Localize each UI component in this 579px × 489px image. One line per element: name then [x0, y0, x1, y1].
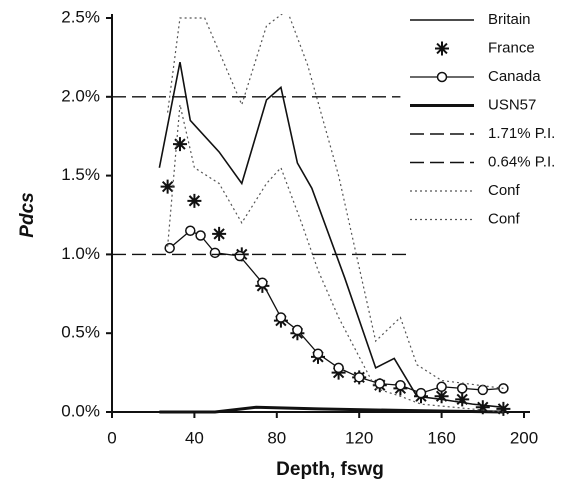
point	[172, 137, 187, 152]
x-tick-label: 0	[107, 428, 116, 447]
point	[496, 401, 511, 416]
x-tick-label: 160	[427, 428, 455, 447]
point	[160, 179, 175, 194]
legend-label: 1.71% P.I.	[488, 125, 555, 142]
legend-label: 0.64% P.I.	[488, 153, 555, 170]
legend-marker	[436, 71, 448, 83]
legend-label: Conf	[488, 182, 521, 199]
y-axis-label: Pdcs	[17, 192, 38, 237]
point	[209, 247, 221, 259]
point	[395, 379, 406, 391]
point	[374, 378, 386, 389]
point	[187, 193, 202, 208]
series-line	[158, 61, 504, 409]
point	[436, 381, 447, 393]
legend-marker	[435, 41, 449, 56]
y-tick-label: 0.0%	[61, 401, 100, 420]
legend-label: Conf	[488, 210, 521, 227]
legend-label: France	[488, 39, 535, 56]
point	[195, 230, 206, 241]
series-line	[167, 14, 504, 389]
point	[275, 312, 287, 323]
point	[333, 362, 344, 374]
legend-label: USN57	[488, 96, 536, 113]
point	[415, 387, 427, 399]
series-line	[159, 405, 504, 414]
point	[257, 277, 268, 289]
point	[353, 372, 365, 383]
y-tick-label: 1.5%	[61, 165, 100, 184]
x-tick-label: 200	[510, 428, 538, 447]
point	[456, 383, 468, 394]
series-line	[167, 104, 504, 413]
point	[212, 226, 227, 241]
plot-area	[112, 14, 511, 416]
point	[455, 392, 470, 407]
point	[477, 384, 489, 396]
x-tick-label: 40	[185, 428, 204, 447]
point	[292, 324, 303, 336]
point	[434, 389, 449, 404]
y-tick-label: 0.5%	[61, 323, 100, 342]
point	[164, 242, 175, 254]
y-tick-label: 2.5%	[61, 7, 100, 26]
point	[312, 348, 324, 359]
y-tick-label: 2.0%	[61, 86, 100, 105]
legend-label: Canada	[488, 68, 541, 85]
x-axis-label: Depth, fswg	[276, 459, 384, 480]
x-tick-label: 80	[267, 428, 286, 447]
legend-label: Britain	[488, 11, 531, 28]
point	[185, 225, 196, 237]
point	[234, 250, 245, 262]
x-tick-label: 120	[345, 428, 373, 447]
point	[475, 400, 490, 415]
y-tick-label: 1.0%	[61, 244, 100, 263]
